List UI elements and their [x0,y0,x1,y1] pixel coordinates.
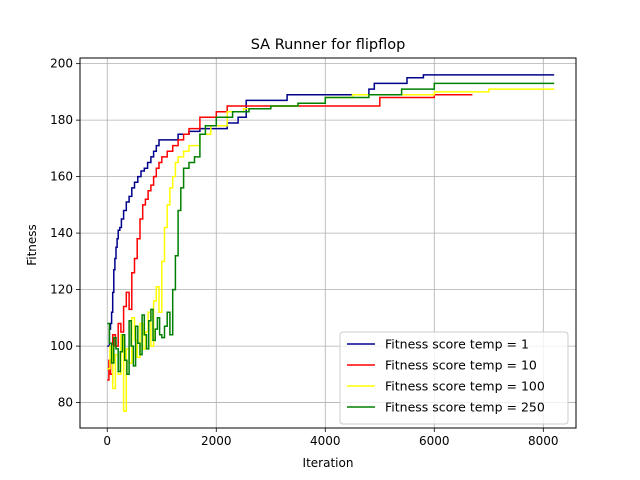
legend-label-4: Fitness score temp = 250 [385,400,545,415]
x-tick-label: 4000 [310,434,341,448]
y-tick-label: 120 [50,283,73,297]
x-tick-label: 2000 [201,434,232,448]
x-axis-label: Iteration [303,456,354,470]
x-tick-label: 0 [103,434,111,448]
y-tick-label: 80 [58,396,73,410]
legend-label-3: Fitness score temp = 100 [385,379,545,394]
chart-title: SA Runner for flipflop [251,37,406,53]
series-line-4 [107,82,555,376]
legend-label-1: Fitness score temp = 1 [385,337,529,352]
series-line-1 [107,74,555,347]
legend-box [339,331,569,425]
y-tick-label: 160 [50,170,73,184]
gridlines [80,58,576,428]
y-tick-label: 180 [50,113,73,127]
series-lines [107,74,555,412]
y-tick-label: 100 [50,339,73,353]
x-tick-label: 6000 [419,434,450,448]
axis-ticks: 0 2000 4000 6000 8000 80 100 120 140 160 180 200 [50,57,558,448]
legend-entries: Fitness score temp = 1 Fitness score temp… [347,337,545,415]
legend: Fitness score temp = 1 Fitness score temp… [339,331,569,425]
series-line-2 [107,93,473,381]
y-axis-label: Fitness [25,224,39,266]
y-tick-label: 200 [50,57,73,71]
plot-frame [79,57,577,429]
y-tick-label: 140 [50,226,73,240]
legend-label-2: Fitness score temp = 10 [385,358,537,373]
x-tick-label: 8000 [528,434,559,448]
